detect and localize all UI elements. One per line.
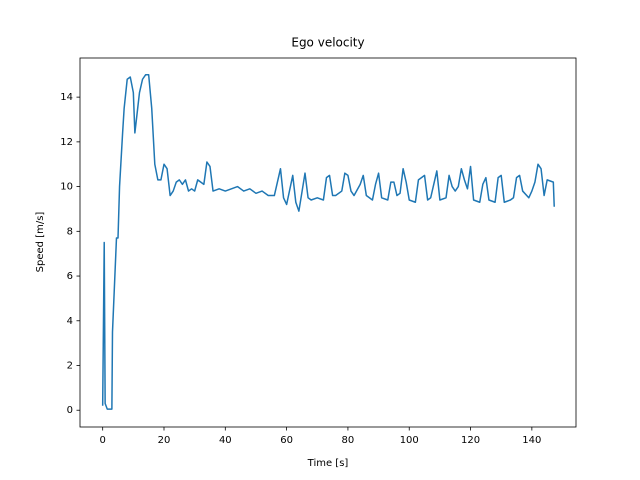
axes-frame <box>79 57 577 428</box>
x-tick-label: 20 <box>158 435 171 446</box>
x-tick-label: 80 <box>342 435 355 446</box>
y-tick-label: 4 <box>67 316 73 327</box>
plot-area: 0 20 40 60 80 100 120 140 0 2 4 6 8 10 12 14 <box>60 74 555 446</box>
x-tick-label: 40 <box>219 435 232 446</box>
x-axis-label: Time [s] <box>307 458 349 469</box>
x-tick-label: 140 <box>522 435 541 446</box>
x-tick-label: 120 <box>461 435 480 446</box>
y-tick-label: 2 <box>67 361 73 372</box>
y-tick-label: 14 <box>60 92 73 103</box>
x-tick-label: 0 <box>99 435 105 446</box>
y-tick-label: 6 <box>67 271 73 282</box>
y-tick-label: 10 <box>60 182 73 193</box>
line <box>101 74 555 410</box>
chart-title: Ego velocity <box>291 36 364 50</box>
x-tick-label: 100 <box>400 435 419 446</box>
y-tick-label: 12 <box>60 137 73 148</box>
y-axis-label: Speed [m/s] <box>35 212 46 273</box>
x-tick-label: 60 <box>280 435 293 446</box>
y-tick-label: 0 <box>67 405 73 416</box>
y-tick-label: 8 <box>67 226 73 237</box>
